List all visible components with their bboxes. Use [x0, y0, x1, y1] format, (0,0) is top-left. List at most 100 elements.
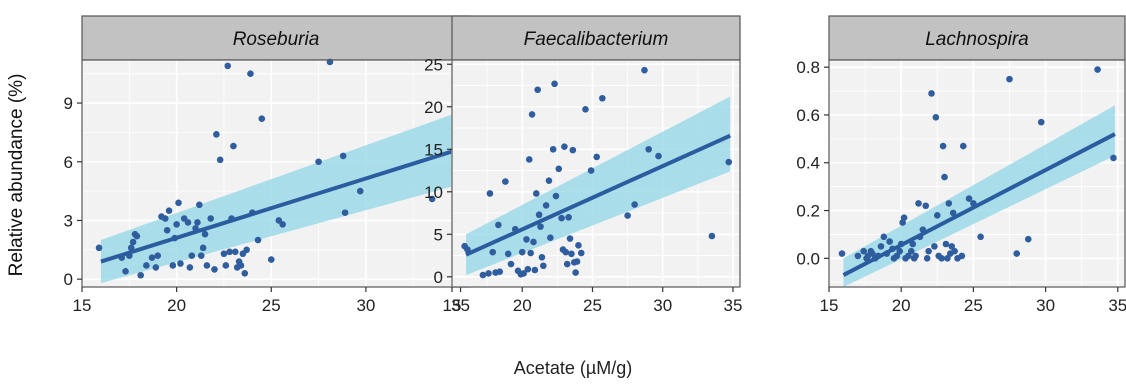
data-point [549, 145, 557, 153]
data-point [558, 214, 565, 222]
data-point [951, 247, 958, 255]
facet-strip [81, 15, 471, 61]
confidence-band [100, 112, 457, 284]
x-tick-label: 20 [167, 296, 186, 315]
data-point [496, 268, 504, 275]
data-point [211, 266, 218, 273]
x-tick-label: 20 [892, 296, 911, 315]
data-point [194, 219, 201, 226]
facet-title: Lachnospira [925, 29, 1029, 50]
data-point [148, 254, 156, 261]
data-point [169, 262, 177, 269]
data-point [566, 235, 574, 242]
data-point [540, 262, 547, 270]
y-tick-label: 5 [434, 225, 443, 244]
y-tick-label: 0.4 [796, 154, 820, 173]
data-point [551, 80, 558, 88]
data-point [203, 262, 211, 269]
data-point [886, 238, 893, 245]
data-point [582, 106, 589, 113]
data-point [925, 247, 932, 255]
data-point [1094, 66, 1101, 73]
facet-title: Faecalibacterium [524, 29, 669, 50]
data-point [161, 215, 169, 222]
data-point [220, 250, 228, 258]
data-point [900, 214, 908, 222]
x-tick-label: 15 [820, 296, 839, 315]
data-point [165, 207, 173, 214]
data-point [931, 243, 938, 250]
data-point [922, 202, 930, 210]
x-tick-label: 15 [443, 296, 462, 315]
x-tick-label: 35 [451, 296, 470, 315]
x-tick-label: 35 [724, 296, 743, 315]
data-point [226, 248, 233, 256]
chart-panel-3: Lachnospira 15 20 25 30 35 0.0 0.2 0.4 0.6 0.8 [796, 15, 1126, 315]
data-point [216, 156, 224, 164]
data-point [267, 256, 275, 263]
data-point [552, 192, 560, 200]
facet-title: Roseburia [233, 29, 320, 50]
data-point [893, 252, 901, 260]
data-point [502, 178, 509, 185]
data-point [555, 165, 563, 173]
data-point [507, 260, 515, 268]
data-point [230, 142, 237, 150]
data-point [531, 266, 539, 274]
data-point [528, 111, 536, 118]
regression-line [465, 133, 731, 257]
x-tick-label: 25 [583, 296, 602, 315]
data-point [915, 200, 922, 207]
data-point [530, 238, 537, 246]
data-point [938, 255, 945, 262]
data-point [1006, 75, 1013, 83]
data-point [928, 90, 935, 97]
data-point [356, 187, 364, 195]
data-point [479, 271, 487, 279]
data-point [222, 262, 230, 269]
data-point [577, 249, 585, 257]
data-point [547, 234, 554, 241]
data-point [545, 177, 553, 185]
data-point [877, 243, 885, 250]
data-point [869, 250, 876, 257]
data-point [599, 94, 606, 102]
data-point [944, 255, 951, 262]
facet-strip [451, 15, 741, 61]
data-point [279, 221, 286, 228]
data-point [527, 249, 534, 257]
data-point [213, 131, 220, 138]
y-tick-label: 0.6 [796, 106, 820, 125]
data-point [593, 153, 601, 161]
data-point [520, 270, 527, 277]
data-point [562, 248, 570, 256]
data-point [575, 242, 582, 249]
data-point [154, 252, 162, 259]
data-point [122, 268, 129, 275]
points [461, 66, 733, 279]
chart-panel-2: Faecalibacterium 15 20 25 30 35 0 5 10 15 20 25 [424, 15, 743, 315]
data-point [163, 226, 171, 234]
data-point [965, 195, 973, 202]
y-tick-label: 25 [424, 55, 443, 74]
chart-panel-1: Roseburia 15 20 25 30 35 0 3 6 9 [64, 15, 471, 315]
data-point [224, 62, 232, 70]
data-point [948, 243, 956, 250]
data-point [860, 247, 867, 255]
data-point [1013, 250, 1021, 257]
x-tick-label: 15 [73, 296, 92, 315]
x-tick-label: 30 [1036, 296, 1055, 315]
data-point [655, 152, 662, 160]
data-point [241, 270, 249, 277]
data-point [977, 233, 984, 241]
data-point [1110, 154, 1117, 162]
data-point [486, 190, 494, 197]
data-point [129, 238, 137, 246]
data-point [184, 219, 192, 226]
data-point [958, 252, 966, 260]
data-point [942, 240, 950, 248]
data-point [941, 173, 948, 181]
points [95, 58, 459, 279]
data-point [197, 252, 205, 259]
facet-strip [828, 15, 1126, 61]
